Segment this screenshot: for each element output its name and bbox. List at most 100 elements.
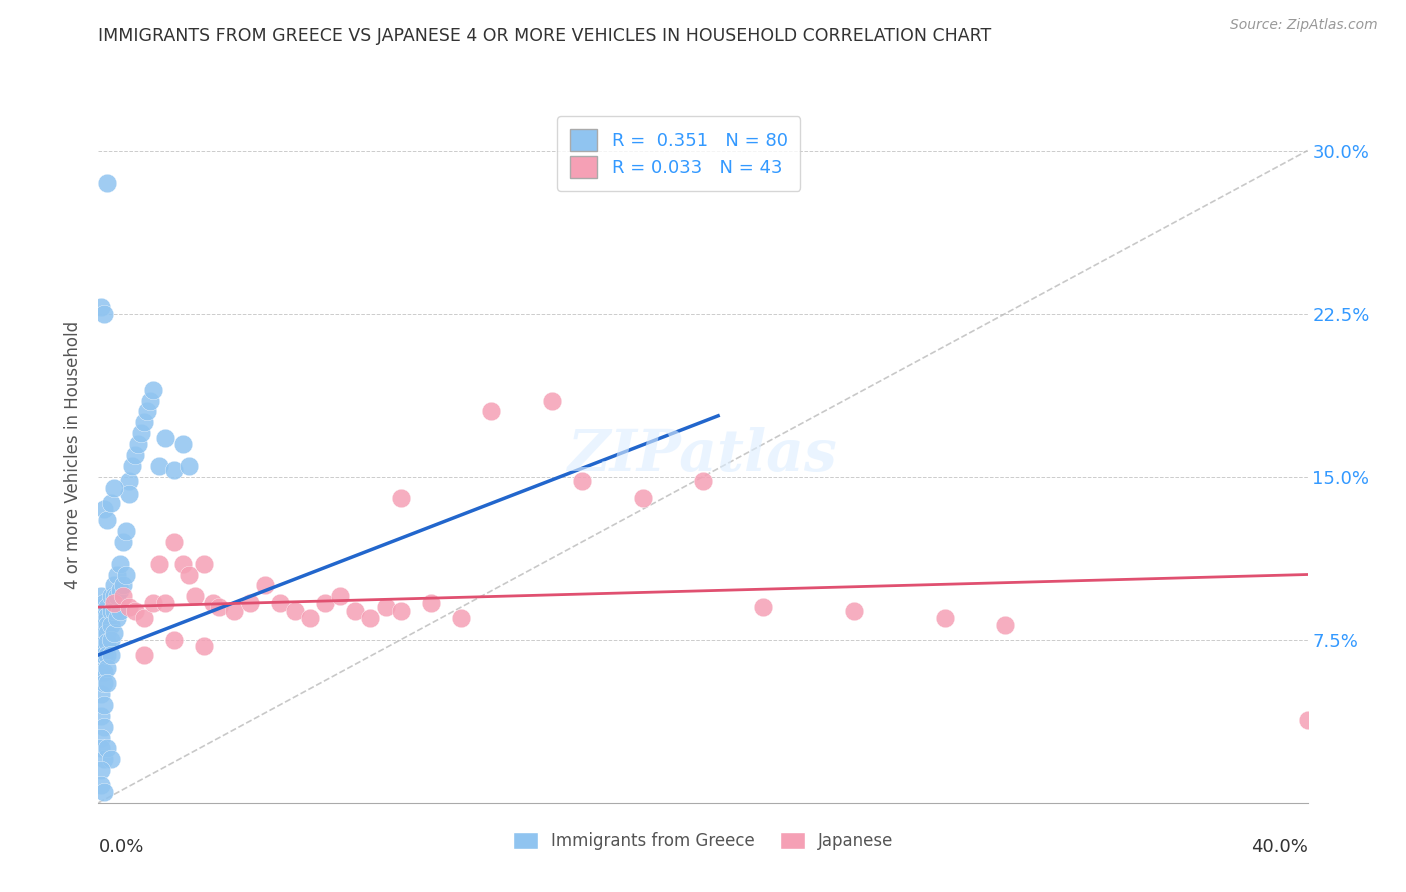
Point: [148, 557, 170, 571]
Point: [132, 648, 155, 662]
Point: [93, 665, 115, 680]
Point: [420, 596, 443, 610]
Point: [96, 513, 118, 527]
Text: 0.0%: 0.0%: [98, 838, 143, 855]
Point: [135, 404, 157, 418]
Point: [481, 404, 503, 418]
Point: [93, 648, 115, 662]
Point: [118, 474, 141, 488]
Point: [96, 600, 118, 615]
Point: [93, 676, 115, 690]
Point: [90, 778, 112, 793]
Point: [111, 578, 134, 592]
Point: [90, 632, 112, 647]
Point: [752, 600, 775, 615]
Point: [142, 596, 165, 610]
Point: [108, 605, 131, 619]
Point: [111, 534, 134, 549]
Point: [111, 589, 134, 603]
Point: [105, 567, 128, 582]
Point: [148, 458, 170, 473]
Point: [90, 589, 112, 603]
Point: [184, 589, 207, 603]
Point: [224, 605, 246, 619]
Point: [105, 589, 128, 603]
Point: [93, 596, 115, 610]
Text: Source: ZipAtlas.com: Source: ZipAtlas.com: [1230, 18, 1378, 32]
Point: [1296, 713, 1319, 727]
Text: 40.0%: 40.0%: [1251, 838, 1308, 855]
Point: [193, 557, 215, 571]
Point: [153, 430, 176, 444]
Point: [93, 752, 115, 766]
Point: [329, 589, 352, 603]
Point: [540, 393, 562, 408]
Point: [571, 474, 593, 488]
Point: [90, 643, 112, 657]
Point: [314, 596, 336, 610]
Point: [100, 496, 122, 510]
Point: [96, 648, 118, 662]
Point: [100, 632, 122, 647]
Point: [239, 596, 262, 610]
Point: [93, 307, 115, 321]
Point: [118, 487, 141, 501]
Point: [90, 741, 112, 756]
Point: [934, 611, 956, 625]
Point: [374, 600, 396, 615]
Point: [179, 458, 201, 473]
Point: [96, 608, 118, 623]
Point: [96, 176, 118, 190]
Point: [96, 617, 118, 632]
Point: [108, 582, 131, 597]
Point: [132, 611, 155, 625]
Point: [129, 426, 152, 441]
Point: [114, 567, 136, 582]
Point: [127, 437, 149, 451]
Point: [90, 655, 112, 669]
Point: [90, 731, 112, 745]
Point: [100, 752, 122, 766]
Point: [360, 611, 382, 625]
Point: [93, 720, 115, 734]
Point: [124, 605, 146, 619]
Point: [93, 615, 115, 630]
Point: [100, 617, 122, 632]
Point: [93, 785, 115, 799]
Point: [100, 605, 122, 619]
Point: [90, 600, 112, 615]
Point: [994, 617, 1017, 632]
Point: [344, 605, 367, 619]
Point: [124, 448, 146, 462]
Point: [139, 393, 162, 408]
Point: [389, 491, 412, 506]
Point: [179, 567, 201, 582]
Point: [90, 300, 112, 314]
Point: [450, 611, 472, 625]
Point: [253, 578, 276, 592]
Point: [100, 589, 122, 603]
Point: [103, 578, 125, 592]
Point: [132, 415, 155, 429]
Point: [202, 596, 225, 610]
Point: [108, 557, 131, 571]
Point: [172, 437, 194, 451]
Point: [389, 605, 412, 619]
Point: [103, 481, 125, 495]
Point: [163, 463, 186, 477]
Point: [172, 557, 194, 571]
Point: [105, 611, 128, 625]
Point: [90, 763, 112, 777]
Point: [103, 626, 125, 640]
Point: [153, 596, 176, 610]
Y-axis label: 4 or more Vehicles in Household: 4 or more Vehicles in Household: [65, 321, 83, 589]
Point: [93, 637, 115, 651]
Point: [269, 596, 291, 610]
Point: [193, 639, 215, 653]
Point: [96, 676, 118, 690]
Point: [100, 648, 122, 662]
Point: [93, 502, 115, 516]
Point: [90, 708, 112, 723]
Point: [96, 661, 118, 675]
Point: [163, 632, 186, 647]
